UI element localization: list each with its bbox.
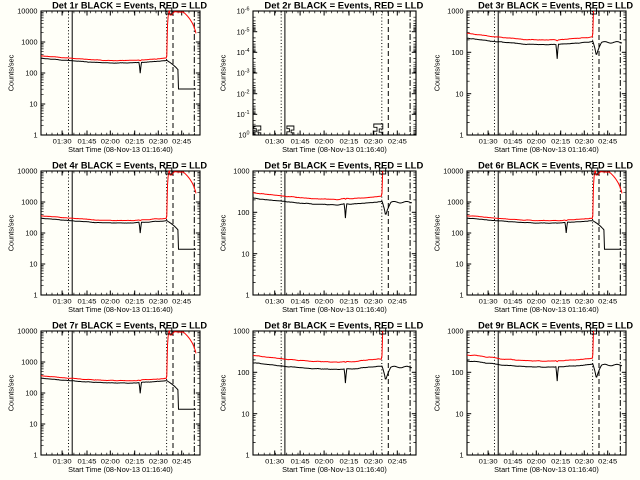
svg-text:10: 10 <box>455 260 463 269</box>
svg-text:Det 9r BLACK = Events, RED = L: Det 9r BLACK = Events, RED = LLD <box>478 321 634 331</box>
svg-text:Det 4r BLACK = Events, RED = L: Det 4r BLACK = Events, RED = LLD <box>52 161 208 171</box>
svg-text:1: 1 <box>33 451 37 460</box>
svg-text:100: 100 <box>237 368 249 377</box>
svg-text:1: 1 <box>33 291 37 300</box>
svg-text:Start Time (08-Nov-13 01:16:40: Start Time (08-Nov-13 01:16:40) <box>282 305 387 314</box>
svg-text:100: 100 <box>25 229 37 238</box>
svg-text:Counts/sec: Counts/sec <box>7 54 16 91</box>
svg-text:Counts/sec: Counts/sec <box>433 214 442 251</box>
svg-text:1: 1 <box>459 131 463 140</box>
svg-text:Det 3r BLACK = Events, RED = L: Det 3r BLACK = Events, RED = LLD <box>478 1 634 11</box>
svg-text:1000: 1000 <box>447 198 463 207</box>
svg-text:1000: 1000 <box>21 358 37 367</box>
svg-text:1000: 1000 <box>21 38 37 47</box>
svg-text:10: 10 <box>29 260 37 269</box>
svg-text:Start Time (08-Nov-13 01:16:40: Start Time (08-Nov-13 01:16:40) <box>282 465 387 474</box>
svg-text:02:45: 02:45 <box>172 299 192 306</box>
svg-text:1: 1 <box>33 131 37 140</box>
svg-text:02:45: 02:45 <box>388 139 408 146</box>
svg-text:100: 100 <box>451 229 463 238</box>
svg-text:Start Time (08-Nov-13 01:16:40: Start Time (08-Nov-13 01:16:40) <box>282 145 387 154</box>
svg-text:Det 2r BLACK = Events, RED = L: Det 2r BLACK = Events, RED = LLD <box>264 1 423 11</box>
svg-text:1: 1 <box>459 291 463 300</box>
svg-text:Start Time (08-Nov-13 01:16:40: Start Time (08-Nov-13 01:16:40) <box>494 145 599 154</box>
svg-text:1000: 1000 <box>233 167 249 176</box>
svg-text:1000: 1000 <box>21 198 37 207</box>
svg-text:02:45: 02:45 <box>598 459 618 466</box>
svg-text:1000: 1000 <box>233 327 249 336</box>
svg-text:02:45: 02:45 <box>172 139 192 146</box>
svg-text:02:45: 02:45 <box>598 139 618 146</box>
svg-text:100: 100 <box>451 48 463 57</box>
svg-text:Counts/sec: Counts/sec <box>433 54 442 91</box>
svg-text:Start Time (08-Nov-13 01:16:40: Start Time (08-Nov-13 01:16:40) <box>494 305 599 314</box>
svg-text:02:45: 02:45 <box>388 299 408 306</box>
svg-text:100: 100 <box>25 389 37 398</box>
svg-text:02:45: 02:45 <box>172 459 192 466</box>
svg-text:Det 5r BLACK = Events, RED = L: Det 5r BLACK = Events, RED = LLD <box>264 161 423 171</box>
svg-text:Start Time (08-Nov-13 01:16:40: Start Time (08-Nov-13 01:16:40) <box>68 465 173 474</box>
svg-text:02:45: 02:45 <box>388 459 408 466</box>
svg-text:1: 1 <box>459 451 463 460</box>
svg-text:02:45: 02:45 <box>598 299 618 306</box>
svg-text:1: 1 <box>245 291 249 300</box>
svg-text:Counts/sec: Counts/sec <box>7 374 16 411</box>
svg-text:Counts/sec: Counts/sec <box>7 214 16 251</box>
svg-text:Counts/sec: Counts/sec <box>433 374 442 411</box>
svg-text:Det 8r BLACK = Events, RED = L: Det 8r BLACK = Events, RED = LLD <box>264 321 423 331</box>
svg-text:10: 10 <box>455 89 463 98</box>
svg-text:Det 7r BLACK = Events, RED = L: Det 7r BLACK = Events, RED = LLD <box>52 321 208 331</box>
svg-text:10000: 10000 <box>17 167 37 176</box>
svg-text:Counts/sec: Counts/sec <box>219 374 228 411</box>
svg-text:1000: 1000 <box>447 7 463 16</box>
svg-text:1000: 1000 <box>447 327 463 336</box>
svg-text:Counts/sec: Counts/sec <box>219 214 228 251</box>
svg-text:100: 100 <box>237 208 249 217</box>
svg-text:10: 10 <box>455 409 463 418</box>
svg-text:10: 10 <box>29 100 37 109</box>
svg-text:Det 1r BLACK = Events, RED = L: Det 1r BLACK = Events, RED = LLD <box>52 1 208 11</box>
svg-text:10: 10 <box>241 409 249 418</box>
svg-text:10: 10 <box>29 420 37 429</box>
svg-text:10: 10 <box>241 249 249 258</box>
svg-text:100: 100 <box>25 69 37 78</box>
svg-text:Det 6r BLACK = Events, RED = L: Det 6r BLACK = Events, RED = LLD <box>478 161 634 171</box>
svg-text:Start Time (08-Nov-13 01:16:40: Start Time (08-Nov-13 01:16:40) <box>68 305 173 314</box>
svg-text:Counts/sec: Counts/sec <box>219 54 228 91</box>
svg-text:Start Time (08-Nov-13 01:16:40: Start Time (08-Nov-13 01:16:40) <box>68 145 173 154</box>
svg-text:Start Time (08-Nov-13 01:16:40: Start Time (08-Nov-13 01:16:40) <box>494 465 599 474</box>
svg-text:100: 100 <box>451 368 463 377</box>
svg-text:10000: 10000 <box>443 167 463 176</box>
svg-text:10000: 10000 <box>17 7 37 16</box>
svg-text:10000: 10000 <box>17 327 37 336</box>
svg-text:1: 1 <box>245 451 249 460</box>
